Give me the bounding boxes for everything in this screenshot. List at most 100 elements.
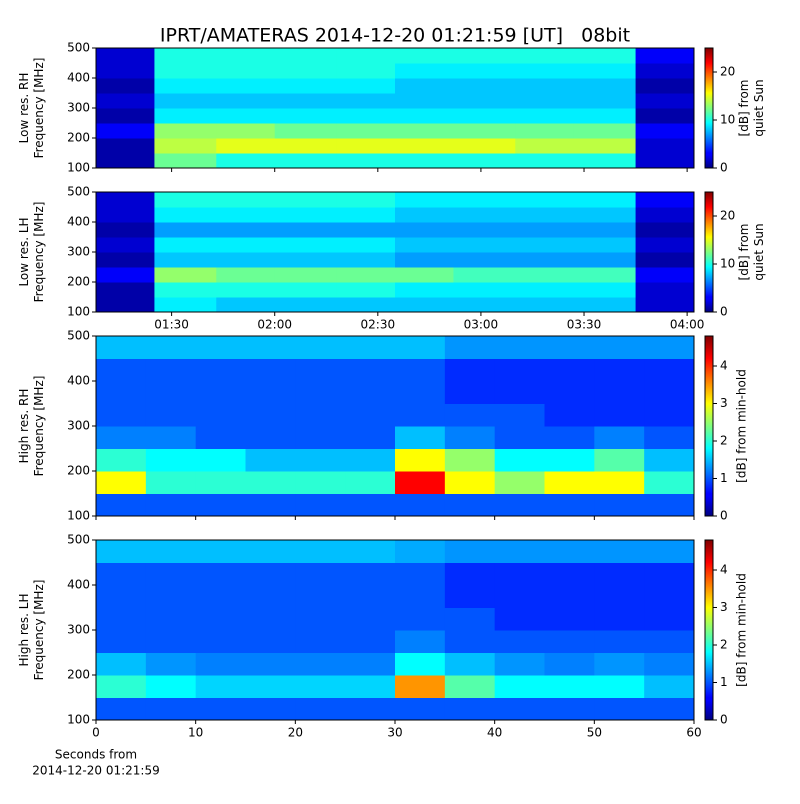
heatmap-cell — [635, 123, 695, 139]
heatmap-cell — [444, 675, 496, 698]
heatmap-cell — [594, 471, 645, 494]
heatmap-cell — [395, 471, 446, 494]
heatmap-cell — [274, 123, 338, 139]
heatmap-cell — [145, 426, 197, 449]
heatmap-cell — [245, 358, 296, 382]
heatmap-cell — [395, 252, 454, 268]
heatmap-cell — [295, 675, 346, 698]
heatmap-cell — [274, 207, 338, 223]
heatmap-cell — [245, 585, 296, 608]
heatmap-cell — [295, 493, 346, 517]
heatmap-cell — [544, 585, 595, 608]
heatmap-cell — [96, 585, 147, 608]
heatmap-cell — [544, 493, 595, 517]
y-axis-label: Low res. LH — [17, 217, 31, 286]
heatmap-cell — [644, 697, 695, 721]
colorbar-label: [dB] from min-hold — [735, 369, 749, 483]
heatmap-cell — [245, 652, 296, 676]
heatmap-cell — [635, 207, 695, 223]
heatmap-cell — [515, 222, 575, 238]
heatmap-cell — [594, 630, 645, 653]
heatmap-cell — [644, 493, 695, 517]
heatmap-cell — [573, 123, 637, 139]
heatmap-cell — [453, 252, 516, 268]
heatmap-cell — [494, 426, 545, 449]
heatmap-cell — [644, 336, 695, 359]
heatmap-cell — [444, 448, 496, 472]
heatmap-cell — [195, 336, 246, 359]
x-tick-label: 01:30 — [154, 318, 189, 332]
heatmap-cell — [395, 222, 454, 238]
heatmap-cell — [336, 297, 396, 313]
y-tick-label: 200 — [67, 275, 90, 289]
heatmap-cell — [295, 358, 346, 382]
heatmap-cell — [395, 381, 446, 404]
heatmap-cell — [336, 252, 396, 268]
heatmap-cell — [644, 358, 695, 382]
heatmap-cell — [453, 123, 516, 139]
heatmap-cell — [96, 207, 155, 223]
heatmap-cell — [395, 562, 446, 586]
heatmap-cell — [395, 493, 446, 517]
heatmap-cell — [515, 78, 575, 94]
y-axis-label: Frequency [MHz] — [32, 376, 46, 477]
colorbar — [704, 47, 714, 169]
colorbar-tick-label: 2 — [720, 638, 728, 652]
heatmap-cell — [444, 358, 496, 382]
heatmap-cell — [444, 381, 496, 404]
heatmap-cell — [494, 562, 545, 586]
heatmap-cell — [644, 652, 695, 676]
heatmap-cell — [336, 267, 396, 283]
heatmap-cell — [245, 562, 296, 586]
heatmap-cell — [453, 237, 516, 253]
heatmap-cell — [444, 652, 496, 676]
heatmap-cell — [635, 108, 695, 124]
heatmap-cell — [345, 585, 396, 608]
heatmap-cell — [295, 403, 346, 427]
heatmap-cell — [96, 237, 155, 253]
colorbar-tick-label: 4 — [720, 563, 728, 577]
heatmap-cell — [336, 63, 396, 79]
heatmap-cell — [195, 493, 246, 517]
heatmap-cell — [245, 630, 296, 653]
heatmap-cell — [154, 63, 217, 79]
heatmap-cell — [444, 471, 496, 494]
heatmap-cell — [195, 471, 246, 494]
heatmap-cell — [573, 237, 637, 253]
heatmap-cell — [544, 426, 595, 449]
heatmap-cell — [544, 652, 595, 676]
heatmap-cell — [145, 585, 197, 608]
heatmap-cell — [594, 426, 645, 449]
heatmap-cell — [594, 493, 645, 517]
heatmap-cell — [395, 138, 454, 154]
y-axis-label: High res. LH — [17, 593, 31, 666]
heatmap-cell — [544, 381, 595, 404]
colorbar-tick-label: 2 — [720, 434, 728, 448]
heatmap-cell — [494, 697, 545, 721]
heatmap-cell — [96, 381, 147, 404]
heatmap-cell — [395, 78, 454, 94]
heatmap-cell — [515, 63, 575, 79]
heatmap-cell — [295, 336, 346, 359]
heatmap-cell — [515, 297, 575, 313]
y-tick-label: 200 — [67, 668, 90, 682]
heatmap-cell — [96, 222, 155, 238]
heatmap-cell — [635, 93, 695, 109]
heatmap-cell — [336, 108, 396, 124]
colorbar-tick-label: 1 — [720, 675, 728, 689]
heatmap-cell — [145, 493, 197, 517]
heatmap-cell — [395, 93, 454, 109]
heatmap-cell — [515, 192, 575, 208]
heatmap-cell — [145, 403, 197, 427]
heatmap-cell — [644, 381, 695, 404]
heatmap-cell — [154, 108, 217, 124]
heatmap-cell — [644, 471, 695, 494]
heatmap-cell — [295, 562, 346, 586]
x-tick-label: 30 — [387, 726, 402, 740]
heatmap-cell — [515, 282, 575, 298]
heatmap-cell — [594, 675, 645, 698]
heatmap-cell — [96, 108, 155, 124]
heatmap-cell — [635, 138, 695, 154]
heatmap-cell — [573, 93, 637, 109]
heatmap-cell — [195, 585, 246, 608]
